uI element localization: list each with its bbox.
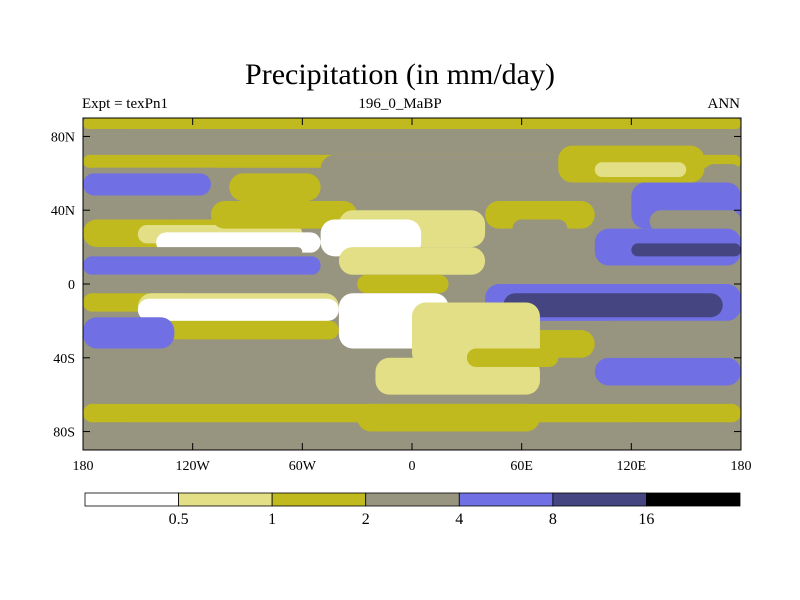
colorbar-box-0 [84, 492, 179, 507]
x-tick-label-1: 120W [176, 459, 211, 474]
precip-region-5 [83, 201, 175, 220]
precip-region-19 [594, 357, 741, 386]
precip-region-14 [137, 298, 339, 321]
precip-region-21 [83, 422, 741, 450]
precip-region-45 [466, 348, 559, 367]
colorbar-label-0: 0.5 [169, 511, 189, 528]
colorbar-label-1: 1 [268, 511, 276, 528]
y-tick-label-1: 40N [51, 204, 75, 219]
precip-region-25 [594, 162, 687, 178]
x-tick-label-6: 180 [731, 459, 752, 474]
colorbar-label-4: 8 [549, 511, 557, 528]
y-tick-label-0: 80N [51, 130, 75, 145]
x-tick-label-5: 120E [617, 459, 647, 474]
precip-region-47 [512, 219, 568, 238]
y-tick-label-3: 40S [53, 352, 75, 367]
colorbar-label-3: 4 [455, 511, 463, 528]
colorbar-box-1 [178, 492, 273, 507]
colorbar-label-5: 16 [638, 511, 654, 528]
precip-region-4 [83, 173, 211, 196]
x-tick-label-3: 0 [409, 459, 416, 474]
precip-region-11 [83, 274, 339, 294]
precip-region-17 [83, 317, 175, 349]
precip-region-41 [357, 274, 449, 294]
precip-region-26 [704, 164, 741, 183]
colorbar-box-2 [271, 492, 367, 507]
precip-region-46 [485, 201, 595, 229]
precip-region-30 [631, 243, 741, 257]
colorbar-box-5 [552, 492, 647, 507]
y-tick-label-2: 0 [68, 278, 75, 293]
subtitle-experiment: Expt = texPn1 [82, 96, 168, 112]
precip-region-33 [503, 293, 723, 318]
subtitle-time: 196_0_MaBP [358, 96, 442, 112]
precip-region-22 [357, 403, 540, 432]
precip-region-10 [83, 256, 321, 275]
colorbar-box-4 [458, 492, 554, 507]
x-tick-label-0: 180 [73, 459, 94, 474]
precip-region-40 [338, 247, 486, 275]
precip-region-31 [485, 265, 741, 284]
precip-region-34 [594, 320, 741, 358]
colorbar-label-2: 2 [362, 511, 370, 528]
colorbar: 0.5 1 2 4 8 16 [84, 492, 741, 528]
x-tick-label-4: 60E [510, 459, 533, 474]
map-axes: 180 120W 60W 0 60E 120E 180 80N 40N 0 40S 80S [51, 117, 752, 474]
colorbar-box-3 [365, 492, 460, 507]
map-plot [83, 118, 741, 450]
y-tick-label-4: 80S [53, 426, 75, 441]
colorbar-box-6 [646, 492, 741, 507]
precip-region-37 [210, 201, 358, 229]
precip-region-36 [229, 173, 321, 201]
precip-region-28 [649, 210, 741, 233]
plot-title: Precipitation (in mm/day) [245, 58, 555, 91]
subtitle-season: ANN [707, 96, 741, 112]
x-tick-label-2: 60W [289, 459, 317, 474]
precip-region-23 [320, 154, 595, 211]
precip-region-9 [83, 247, 303, 257]
